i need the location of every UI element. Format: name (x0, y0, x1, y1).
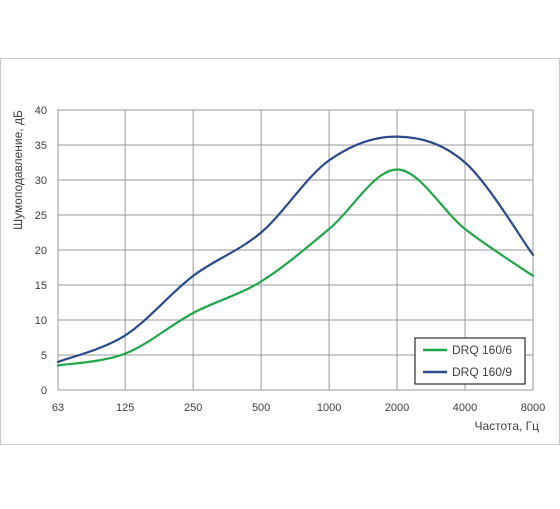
series-lines (56, 135, 535, 367)
y-tick-label: 20 (35, 245, 47, 257)
y-tick-label: 0 (41, 385, 47, 397)
y-tick-label: 5 (41, 350, 47, 362)
series-line-1 (56, 168, 535, 367)
legend-box (414, 337, 526, 385)
y-tick-label: 30 (35, 175, 47, 187)
grid-lines (57, 109, 534, 391)
x-tick-label: 1000 (317, 402, 341, 414)
y-tick-label: 40 (35, 105, 47, 117)
legend: DRQ 160/6 DRQ 160/9 (414, 337, 526, 385)
y-tick-label: 25 (35, 210, 47, 222)
x-tick-label: 4000 (453, 402, 477, 414)
x-tick-labels: 63 125 250 500 1000 2000 4000 8000 (52, 402, 545, 414)
x-tick-label: 500 (252, 402, 270, 414)
legend-label-2: DRQ 160/9 (452, 365, 512, 379)
y-tick-label: 15 (35, 280, 47, 292)
y-tick-label: 35 (35, 140, 47, 152)
x-tick-label: 2000 (385, 402, 409, 414)
legend-label-1: DRQ 160/6 (452, 343, 512, 357)
y-tick-label: 10 (35, 315, 47, 327)
series-line-2 (56, 135, 535, 364)
x-tick-label: 63 (52, 402, 64, 414)
x-tick-label: 8000 (521, 402, 545, 414)
x-tick-label: 250 (184, 402, 202, 414)
y-axis-label: Шумоподавление, дБ (11, 110, 25, 230)
y-tick-labels: 0 5 10 15 20 25 30 35 40 (35, 105, 47, 397)
x-tick-label: 125 (116, 402, 134, 414)
x-axis-label: Частота, Гц (474, 419, 539, 433)
